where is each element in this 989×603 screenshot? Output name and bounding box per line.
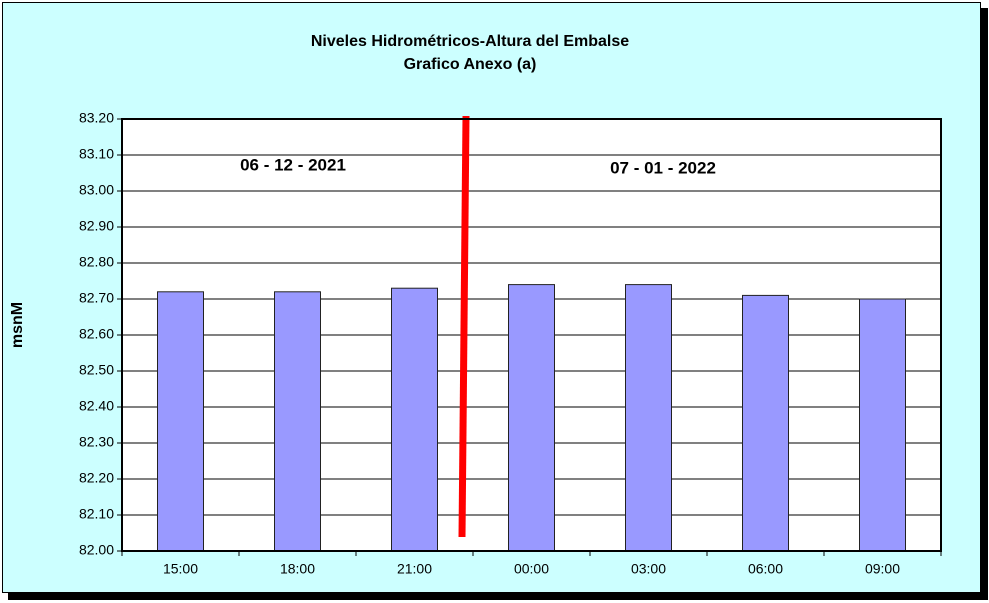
y-tick-label: 82.50 bbox=[79, 362, 114, 378]
bar bbox=[625, 284, 672, 552]
plot-border bbox=[121, 118, 942, 552]
x-tick-label: 09:00 bbox=[865, 561, 900, 577]
y-tick-label: 82.90 bbox=[79, 218, 114, 234]
y-tick-label: 82.80 bbox=[79, 254, 114, 270]
x-tick-label: 03:00 bbox=[631, 561, 666, 577]
y-axis-label: msnM bbox=[9, 302, 26, 348]
bar bbox=[742, 294, 789, 552]
chart-subtitle: Grafico Anexo (a) bbox=[404, 56, 537, 73]
separator-line bbox=[458, 115, 470, 538]
bar bbox=[157, 291, 204, 552]
y-tick-label: 83.20 bbox=[79, 110, 114, 126]
y-tick-label: 83.10 bbox=[79, 146, 114, 162]
bar bbox=[859, 298, 906, 552]
y-tick-label: 82.20 bbox=[79, 470, 114, 486]
y-tick-label: 82.10 bbox=[79, 506, 114, 522]
x-tick-label: 06:00 bbox=[748, 561, 783, 577]
bar bbox=[391, 287, 438, 552]
annotation: 06 - 12 - 2021 bbox=[240, 155, 346, 174]
y-tick-label: 83.00 bbox=[79, 182, 114, 198]
chart-title: Niveles Hidrométricos-Altura del Embalse bbox=[311, 33, 629, 50]
y-tick-label: 82.60 bbox=[79, 326, 114, 342]
bar bbox=[274, 291, 321, 552]
y-tick-label: 82.00 bbox=[79, 542, 114, 558]
bar bbox=[508, 284, 555, 552]
x-tick-label: 15:00 bbox=[163, 561, 198, 577]
y-tick-label: 82.40 bbox=[79, 398, 114, 414]
y-tick-label: 82.70 bbox=[79, 290, 114, 306]
annotation: 07 - 01 - 2022 bbox=[610, 158, 716, 177]
x-tick-label: 00:00 bbox=[514, 561, 549, 577]
y-tick-label: 82.30 bbox=[79, 434, 114, 450]
x-tick-label: 21:00 bbox=[397, 561, 432, 577]
x-tick-label: 18:00 bbox=[280, 561, 315, 577]
